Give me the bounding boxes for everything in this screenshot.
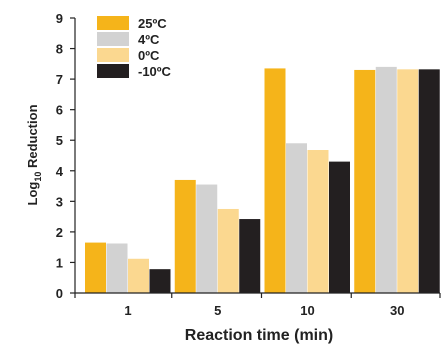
bar-1--10ºC [149, 269, 171, 293]
axes-layer [74, 18, 440, 294]
y-ticks-layer: 0 1 2 3 4 5 6 7 8 9 [56, 11, 75, 301]
bar-10-4ºC [286, 143, 307, 293]
y-tick-label: 7 [56, 72, 63, 87]
y-tick-label: 2 [56, 225, 63, 240]
y-axis-title-rest: Reduction [25, 104, 40, 171]
x-tick-label: 10 [300, 303, 314, 318]
bar-5-4ºC [196, 184, 218, 293]
legend-label: 25ºC [138, 16, 167, 31]
bar-30-4ºC [375, 66, 397, 293]
x-tick-label: 30 [390, 303, 404, 318]
legend-label: 4ºC [138, 32, 160, 47]
y-tick-label: 8 [56, 42, 63, 57]
y-axis-title-main: Log [25, 182, 40, 206]
bar-1-0ºC [128, 258, 149, 293]
bars-layer [85, 66, 440, 294]
x-tick-label: 1 [124, 303, 131, 318]
y-tick-label: 0 [56, 286, 63, 301]
x-axis-title: Reaction time (min) [185, 327, 333, 344]
y-axis-title-subscript: 10 [33, 172, 43, 182]
bar-5-25ºC [174, 179, 196, 293]
bar-1-25ºC [85, 242, 106, 293]
bar-5--10ºC [239, 219, 261, 293]
y-tick-label: 5 [56, 133, 63, 148]
x-ticks-layer: 1 5 10 30 [74, 293, 441, 318]
bar-30-25ºC [354, 69, 376, 293]
legend-swatch-0ºC [97, 48, 129, 62]
bar-10-0ºC [307, 150, 329, 293]
y-tick-label: 3 [56, 194, 63, 209]
legend-swatch-4ºC [97, 32, 129, 46]
bar-1-4ºC [106, 243, 128, 293]
x-tick-label: 5 [214, 303, 221, 318]
y-tick-label: 9 [56, 11, 63, 26]
legend-swatch--10ºC [97, 64, 129, 78]
y-tick-label: 1 [56, 255, 63, 270]
y-tick-label: 4 [56, 164, 64, 179]
legend-swatch-25ºC [97, 16, 129, 30]
bar-10--10ºC [329, 161, 350, 293]
y-tick-label: 6 [56, 103, 63, 118]
legend-label: 0ºC [138, 48, 160, 63]
bar-30--10ºC [418, 69, 440, 293]
bar-10-25ºC [264, 68, 286, 294]
bar-30-0ºC [397, 69, 419, 293]
legend-label: -10ºC [138, 64, 172, 79]
bar-5-0ºC [217, 208, 239, 293]
y-axis-title: Log10 Reduction [25, 104, 43, 205]
